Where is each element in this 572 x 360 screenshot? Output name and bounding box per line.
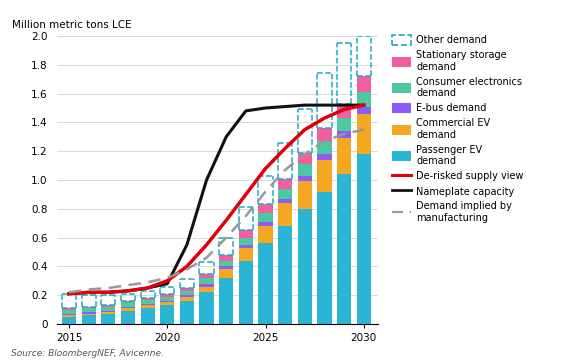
Bar: [62, 315, 76, 317]
Bar: [337, 174, 351, 324]
Bar: [259, 204, 273, 213]
Bar: [200, 274, 213, 278]
Bar: [219, 266, 233, 269]
Bar: [141, 304, 154, 305]
Bar: [337, 131, 351, 138]
Bar: [317, 154, 332, 160]
Bar: [101, 314, 116, 324]
Bar: [278, 179, 292, 189]
Bar: [141, 298, 154, 300]
Bar: [121, 307, 135, 308]
Bar: [337, 118, 351, 131]
Bar: [239, 248, 253, 261]
Bar: [180, 291, 194, 295]
Bar: [317, 141, 332, 154]
Bar: [239, 230, 253, 238]
Bar: [82, 308, 96, 312]
Bar: [82, 307, 96, 308]
Bar: [62, 314, 76, 315]
Bar: [219, 255, 233, 261]
Bar: [357, 107, 371, 114]
Bar: [62, 308, 76, 310]
Bar: [298, 153, 312, 164]
Bar: [62, 310, 76, 314]
Bar: [259, 222, 273, 226]
Bar: [82, 312, 96, 314]
Bar: [200, 292, 213, 324]
Bar: [357, 92, 371, 107]
Bar: [200, 278, 213, 284]
Bar: [62, 317, 76, 324]
Bar: [101, 311, 116, 312]
Bar: [298, 176, 312, 181]
Bar: [121, 308, 135, 311]
Bar: [259, 226, 273, 243]
Bar: [278, 199, 292, 203]
Text: Million metric tons LCE: Million metric tons LCE: [13, 20, 132, 30]
Bar: [259, 243, 273, 324]
Bar: [337, 104, 351, 118]
Bar: [278, 226, 292, 324]
Bar: [141, 300, 154, 304]
Bar: [82, 315, 96, 324]
Bar: [160, 297, 174, 301]
Bar: [121, 301, 135, 302]
Bar: [200, 287, 213, 292]
Bar: [160, 294, 174, 297]
Bar: [317, 192, 332, 324]
Bar: [298, 209, 312, 324]
Bar: [219, 278, 233, 324]
Bar: [298, 181, 312, 209]
Bar: [239, 245, 253, 248]
Bar: [317, 160, 332, 192]
Bar: [121, 311, 135, 324]
Bar: [180, 288, 194, 291]
Bar: [278, 189, 292, 199]
Text: Source: BloombergNEF, Avicenne.: Source: BloombergNEF, Avicenne.: [11, 350, 164, 359]
Bar: [337, 138, 351, 174]
Bar: [259, 213, 273, 222]
Bar: [219, 269, 233, 278]
Bar: [121, 302, 135, 307]
Bar: [357, 154, 371, 324]
Bar: [141, 305, 154, 308]
Bar: [141, 308, 154, 324]
Bar: [160, 301, 174, 302]
Bar: [180, 295, 194, 297]
Bar: [82, 314, 96, 315]
Bar: [101, 307, 116, 311]
Bar: [357, 114, 371, 154]
Bar: [357, 76, 371, 92]
Bar: [180, 297, 194, 301]
Bar: [160, 302, 174, 305]
Bar: [160, 305, 174, 324]
Bar: [239, 238, 253, 245]
Bar: [219, 261, 233, 266]
Bar: [298, 164, 312, 176]
Bar: [239, 261, 253, 324]
Legend: Other demand, Stationary storage
demand, Consumer electronics
demand, E-bus dema: Other demand, Stationary storage demand,…: [392, 35, 524, 223]
Bar: [180, 301, 194, 324]
Bar: [278, 203, 292, 226]
Bar: [101, 312, 116, 314]
Bar: [200, 284, 213, 287]
Bar: [101, 305, 116, 307]
Bar: [317, 128, 332, 141]
